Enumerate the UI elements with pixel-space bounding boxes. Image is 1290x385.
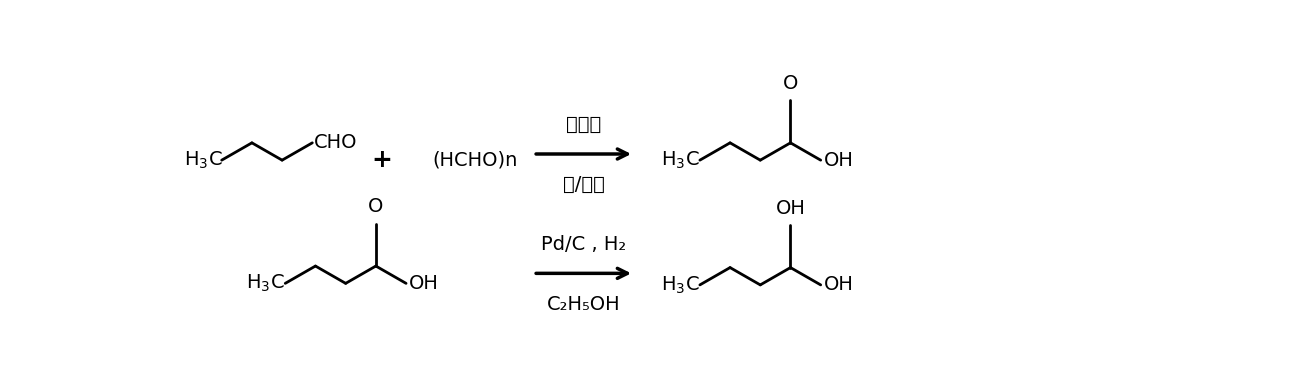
Text: CHO: CHO <box>313 133 357 152</box>
Text: $\mathsf{H_3C}$: $\mathsf{H_3C}$ <box>246 273 285 294</box>
Text: O: O <box>368 197 383 216</box>
Text: OH: OH <box>409 274 439 293</box>
Text: $\mathsf{H_3C}$: $\mathsf{H_3C}$ <box>660 149 699 171</box>
Text: Pd/C , H₂: Pd/C , H₂ <box>541 234 626 254</box>
Text: $\mathsf{H_3C}$: $\mathsf{H_3C}$ <box>184 149 223 171</box>
Text: (HCHO)n: (HCHO)n <box>432 151 517 170</box>
Text: $\mathsf{H_3C}$: $\mathsf{H_3C}$ <box>660 274 699 296</box>
Text: OH: OH <box>824 151 854 170</box>
Text: OH: OH <box>824 275 854 295</box>
Text: +: + <box>372 148 392 172</box>
Text: O: O <box>783 74 799 93</box>
Text: 催化剂: 催化剂 <box>566 115 601 134</box>
Text: 碱/溶剂: 碱/溶剂 <box>562 175 605 194</box>
Text: OH: OH <box>775 199 805 218</box>
Text: C₂H₅OH: C₂H₅OH <box>547 295 620 314</box>
